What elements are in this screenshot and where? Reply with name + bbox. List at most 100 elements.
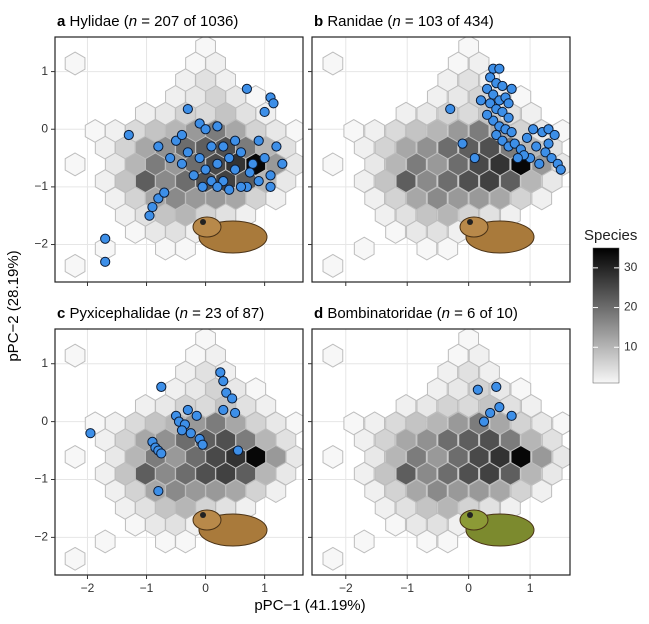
hex-bin [416,529,438,554]
point [555,164,566,175]
hex-bin [322,51,344,76]
hex-bin [124,219,146,244]
hex-bin [64,546,86,571]
point [253,135,264,146]
panel [55,329,303,575]
point [197,439,208,450]
point [159,187,170,198]
hex-bin [458,461,480,486]
point [165,152,176,164]
point [212,181,223,192]
hex-bin [458,101,480,126]
title-part: a [57,13,66,30]
hex-bin [437,68,459,93]
hex-bin [426,444,448,469]
point [503,112,514,123]
point [212,158,223,169]
title-part: = 207 of 1036) [137,13,238,30]
point [543,138,554,149]
hex-bin [552,444,570,469]
title-part: = 103 of 434) [401,13,494,30]
hex-bin [426,118,448,143]
point [528,124,539,135]
hex-bin [364,479,386,504]
hex-bin [322,546,344,571]
hex-bin [385,444,406,469]
title-part: Ranidae ( [323,13,392,30]
hex-bin [437,461,459,486]
hex-bin [322,343,344,368]
hex-bin [500,428,521,453]
point [506,410,517,421]
panel-border [54,328,304,576]
point [457,138,468,149]
hex-bin [406,186,427,211]
hex-bin [520,169,542,194]
hex-bin [541,169,563,194]
hex-bin [437,360,459,385]
hex-bin [416,394,438,418]
hex-bin [385,479,406,504]
x-tick-label: 1 [261,581,268,595]
hex-bin [175,236,196,261]
hex-bin [479,360,500,385]
hex-bin [343,411,365,436]
hex-bin [479,428,500,453]
point [481,83,493,94]
point [212,121,223,132]
point [100,233,111,244]
hex-bin [155,529,176,554]
hex-bin [364,186,386,211]
point [176,158,188,169]
point [497,135,508,146]
point [259,106,270,118]
hex-bin [458,68,480,93]
point [229,407,241,419]
point [497,80,508,92]
x-tick-label: −2 [81,581,95,595]
hex-bin [437,394,459,418]
hex-bin [426,219,448,244]
point [144,210,155,221]
hex-bin [406,512,427,537]
hex-bin [447,444,469,469]
hex-bin [416,236,438,261]
hex-bin [479,461,500,486]
hex-bin [64,253,86,278]
hex-bin [364,411,386,436]
point [176,129,188,141]
point [244,167,255,178]
point [506,127,517,138]
hex-bin [353,529,375,554]
y-tick-label: 0 [41,121,48,135]
hex-bin [406,479,427,504]
title-part: n [180,305,188,322]
point [232,445,244,456]
hex-bin [385,512,406,537]
title-part: = 6 of 10) [450,305,518,322]
x-tick-label: 0 [202,581,209,595]
point [494,63,505,74]
point [546,152,557,164]
hex-bin [468,343,490,368]
hex-bin [374,203,396,228]
hex-bin [520,428,542,453]
point [206,141,217,152]
hex-bin [374,169,396,194]
hex-bin [479,169,500,194]
point [218,404,229,416]
hex-bin [447,51,469,76]
hex-bin [374,495,396,520]
hex-bin [458,37,480,59]
colorbar-tick-label: 10 [624,339,638,353]
hex-bin [447,411,469,436]
point [229,164,241,175]
hex-bin [468,444,490,469]
hex-bin [385,219,406,244]
frog-image [192,216,222,238]
hex-bin [489,186,511,211]
x-tick-label: −1 [400,581,414,595]
hex-bin [531,186,553,211]
panel [312,329,570,575]
x-axis-label: pPC−1 (41.19%) [254,597,365,614]
